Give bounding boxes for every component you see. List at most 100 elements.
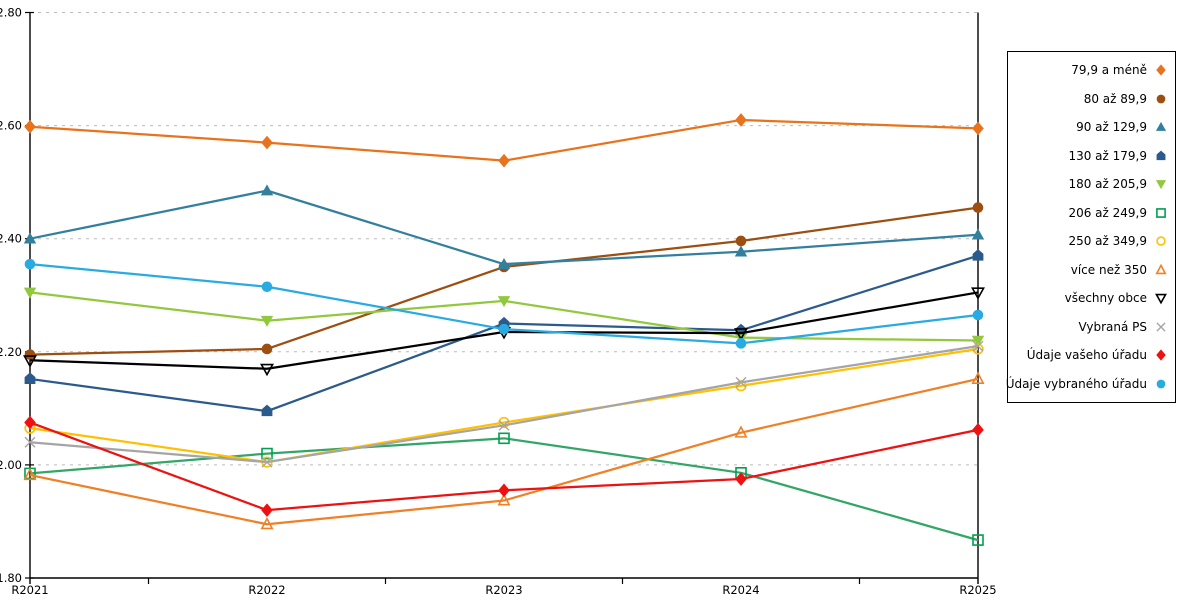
legend-item-label: více než 350 — [1070, 262, 1147, 277]
triangle-up-marker-icon — [971, 228, 985, 240]
square-marker-icon — [972, 534, 984, 546]
triangle-up-marker-icon — [1155, 263, 1167, 274]
legend-item[interactable]: více než 350 — [1008, 258, 1175, 282]
x-marker-icon — [735, 376, 747, 388]
legend-item[interactable]: Vybraná PS — [1008, 315, 1175, 339]
x-tick-label: R2023 — [485, 583, 522, 597]
circle-marker-icon — [498, 323, 510, 335]
diamond-marker-icon — [735, 472, 747, 486]
legend: 79,9 a méně 80 až 89,9 90 až 129,9 130 až 1… — [1005, 51, 1176, 403]
x-legend-marker-icon — [1156, 322, 1166, 332]
diamond-marker-icon — [261, 135, 273, 150]
diamond-legend-marker-icon — [1156, 349, 1166, 361]
triangle-up-legend-marker-icon — [1155, 263, 1167, 274]
series-line-8 — [29, 377, 979, 526]
legend-item-label: 180 až 205,9 — [1068, 177, 1147, 192]
triangle-up-marker-icon — [497, 257, 511, 269]
x-tick-label: R2024 — [722, 583, 759, 597]
square-marker-icon — [1156, 207, 1166, 218]
legend-item[interactable]: 80 až 89,9 — [1008, 87, 1175, 111]
legend-item[interactable]: 79,9 a méně — [1008, 58, 1175, 82]
triangle-down-marker-icon — [971, 335, 985, 347]
series-line-10 — [29, 345, 979, 464]
circle-marker-icon — [24, 349, 36, 360]
circle-marker-icon — [972, 309, 984, 321]
circle-marker-icon — [972, 343, 984, 355]
triangle-down-marker-icon — [971, 287, 985, 300]
y-tick-label: 2.20 — [0, 345, 22, 359]
x-marker-icon — [972, 340, 984, 352]
pentagon-marker-icon — [1156, 150, 1166, 160]
triangle-up-marker-icon — [971, 371, 985, 384]
circle-marker-icon — [1156, 94, 1166, 104]
triangle-down-marker-icon — [23, 287, 37, 299]
diamond-marker-icon — [498, 483, 510, 498]
triangle-down-marker-icon — [23, 355, 37, 368]
diamond-legend-marker-icon — [1156, 64, 1166, 76]
triangle-down-legend-marker-icon — [1155, 180, 1167, 190]
circle-marker-icon — [261, 343, 273, 355]
triangle-down-marker-icon — [260, 363, 274, 377]
legend-item[interactable]: 206 až 249,9 — [1008, 201, 1175, 225]
legend-item-label: Vybraná PS — [1078, 319, 1147, 334]
legend-item-label: 80 až 89,9 — [1083, 91, 1147, 106]
legend-item[interactable]: 130 až 179,9 — [1008, 144, 1175, 168]
square-marker-icon — [498, 432, 510, 445]
circle-marker-icon — [972, 202, 984, 213]
square-legend-marker-icon — [1156, 207, 1166, 218]
legend-item[interactable]: Údaje vašeho úřadu — [1008, 343, 1175, 367]
legend-item[interactable]: všechny obce — [1008, 286, 1175, 310]
pentagon-marker-icon — [24, 372, 36, 384]
square-marker-icon — [261, 447, 273, 460]
circle-marker-icon — [735, 338, 747, 349]
diamond-marker-icon — [498, 153, 510, 168]
legend-item-label: 250 až 349,9 — [1068, 234, 1147, 249]
diamond-marker-icon — [261, 503, 273, 517]
diamond-marker-icon — [1156, 349, 1166, 361]
triangle-down-marker-icon — [1155, 180, 1167, 190]
circle-marker-icon — [261, 281, 273, 293]
y-tick-label: 1.80 — [0, 571, 22, 585]
triangle-up-marker-icon — [734, 245, 748, 257]
y-tick-label: 2.40 — [0, 232, 22, 246]
series-line-6 — [29, 437, 979, 542]
y-tick-label: 2.60 — [0, 119, 22, 133]
circle-marker-icon — [498, 416, 510, 429]
circle-legend-marker-icon — [1156, 236, 1166, 246]
circle-marker-icon — [1156, 379, 1166, 389]
triangle-up-marker-icon — [497, 493, 511, 506]
diamond-marker-icon — [972, 423, 984, 437]
legend-item[interactable]: Údaje vybraného úřadu — [1005, 372, 1175, 396]
circle-legend-marker-icon — [1156, 94, 1166, 104]
legend-item[interactable]: 250 až 349,9 — [1008, 229, 1175, 253]
series-line-7 — [29, 347, 979, 464]
diamond-marker-icon — [972, 121, 984, 136]
pentagon-legend-marker-icon — [1156, 150, 1166, 160]
y-tick-label: 2.00 — [0, 458, 22, 472]
x-tick-label: R2025 — [959, 583, 996, 597]
triangle-up-marker-icon — [23, 467, 37, 481]
x-tick-label: R2021 — [11, 583, 48, 597]
triangle-up-marker-icon — [260, 516, 274, 530]
legend-item-label: 130 až 179,9 — [1068, 148, 1147, 163]
circle-marker-icon — [24, 258, 36, 270]
pentagon-marker-icon — [261, 404, 273, 417]
triangle-down-marker-icon — [260, 315, 274, 327]
circle-legend-marker-icon — [1156, 379, 1166, 389]
diamond-marker-icon — [24, 415, 36, 430]
circle-marker-icon — [1156, 236, 1166, 246]
legend-item[interactable]: 90 až 129,9 — [1008, 115, 1175, 139]
diamond-marker-icon — [1156, 64, 1166, 76]
triangle-up-marker-icon — [1155, 122, 1167, 132]
legend-item[interactable]: 180 až 205,9 — [1008, 172, 1175, 196]
circle-marker-icon — [735, 235, 747, 247]
legend-item-label: Údaje vybraného úřadu — [1005, 376, 1147, 391]
triangle-up-marker-icon — [23, 232, 37, 244]
legend-item-label: 79,9 a méně — [1071, 63, 1147, 78]
legend-item-label: 90 až 129,9 — [1076, 120, 1147, 135]
y-tick-label: 2.80 — [0, 6, 22, 20]
triangle-up-marker-icon — [260, 184, 274, 196]
triangle-down-marker-icon — [1155, 294, 1167, 305]
diamond-marker-icon — [735, 113, 747, 127]
